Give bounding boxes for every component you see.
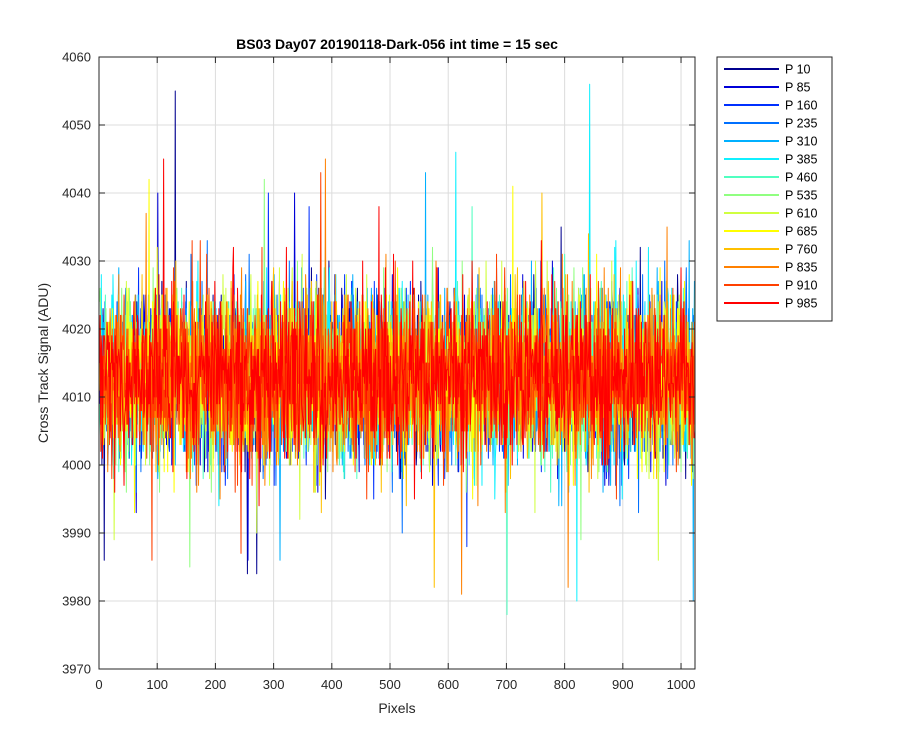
axis-ticks: 0 100 200 300 400 500 600 700 800 900 1000 3970 3980… [62, 50, 695, 693]
legend-label: P 985 [785, 297, 817, 311]
legend-label: P 685 [785, 225, 817, 239]
plot-frame [98, 56, 696, 670]
legend-label: P 310 [785, 135, 817, 149]
legend-label: P 10 [785, 63, 811, 77]
x-tick-label: 300 [263, 677, 285, 692]
legend-label: P 535 [785, 189, 817, 203]
legend-label: P 235 [785, 117, 817, 131]
y-tick-label: 4040 [62, 186, 91, 201]
x-tick-label: 600 [437, 677, 459, 692]
y-axis-label: Cross Track Signal (ADU) [35, 283, 51, 443]
x-tick-label: 500 [379, 677, 401, 692]
x-tick-label: 1000 [667, 677, 696, 692]
series-lines [99, 83, 696, 616]
chart-title: BS03 Day07 20190118-Dark-056 int time = … [236, 36, 558, 52]
legend-label: P 760 [785, 243, 817, 257]
x-tick-label: 100 [146, 677, 168, 692]
legend-label: P 835 [785, 261, 817, 275]
y-tick-label: 3980 [62, 594, 91, 609]
x-tick-label: 400 [321, 677, 343, 692]
y-tick-label: 4010 [62, 390, 91, 405]
y-tick-label: 3990 [62, 526, 91, 541]
y-tick-label: 4050 [62, 118, 91, 133]
legend-label: P 460 [785, 171, 817, 185]
y-tick-label: 4060 [62, 50, 91, 65]
y-tick-label: 3970 [62, 662, 91, 677]
legend-label: P 85 [785, 81, 811, 95]
legend-box [716, 56, 833, 322]
x-axis-label: Pixels [378, 700, 415, 716]
series-line-p985 [99, 158, 696, 507]
y-tick-label: 4020 [62, 322, 91, 337]
legend-label: P 910 [785, 279, 817, 293]
x-tick-label: 200 [205, 677, 227, 692]
legend-label: P 160 [785, 99, 817, 113]
x-tick-label: 0 [95, 677, 102, 692]
legend: P 10 P 85 P 160 P 235 P 310 P 385 P 460 P 535 P … [716, 56, 833, 322]
legend-label: P 385 [785, 153, 817, 167]
y-tick-label: 4030 [62, 254, 91, 269]
y-tick-label: 4000 [62, 458, 91, 473]
x-tick-label: 800 [554, 677, 576, 692]
x-tick-label: 900 [612, 677, 634, 692]
legend-label: P 610 [785, 207, 817, 221]
x-tick-label: 700 [496, 677, 518, 692]
